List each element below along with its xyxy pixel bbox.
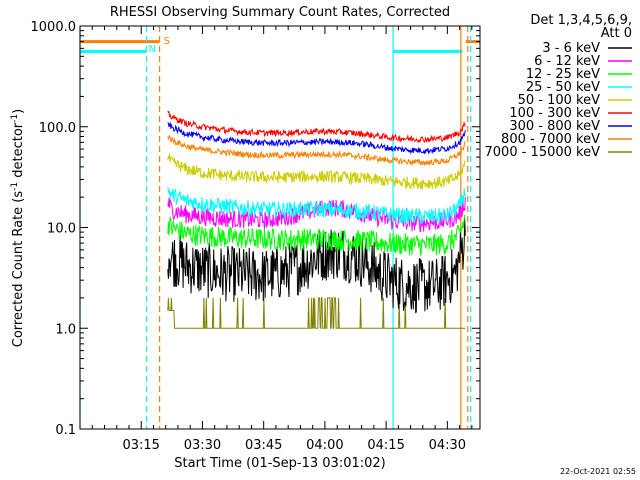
legend-label-7: 800 - 7000 keV: [501, 132, 600, 147]
series-line-3: [167, 186, 466, 225]
x-tick-label-5: 04:30: [429, 438, 466, 453]
x-tick-label-2: 03:45: [245, 438, 282, 453]
series-line-6: [167, 121, 466, 155]
legend-label-6: 300 - 800 keV: [509, 119, 600, 134]
y-axis-title-part3: ): [11, 109, 26, 114]
y-tick-label-4: 1000.0: [31, 20, 77, 35]
y-tick-label-2: 10.0: [47, 222, 76, 237]
y-tick-label-3: 100.0: [39, 121, 76, 136]
x-tick-label-0: 03:15: [122, 438, 159, 453]
annotation-s: S: [164, 36, 170, 47]
legend-label-3: 25 - 50 keV: [526, 80, 600, 95]
plot-content: SN: [79, 26, 480, 429]
series-line-8: [167, 297, 466, 329]
series-line-2: [167, 214, 466, 256]
series-line-4: [167, 153, 466, 190]
x-axis-title: Start Time (01-Sep-13 03:01:02): [174, 456, 385, 471]
y-axis-title-sup1: -1: [10, 182, 20, 191]
legend-label-2: 12 - 25 keV: [526, 67, 600, 82]
legend-header-2: Att 0: [601, 26, 632, 41]
series-line-1: [167, 197, 466, 233]
x-tick-label-1: 03:30: [184, 438, 221, 453]
legend-label-0: 3 - 6 keV: [542, 41, 600, 56]
y-axis-title: Corrected Count Rate (s-1 detector-1): [10, 109, 26, 347]
y-tick-label-1: 1.0: [55, 322, 76, 337]
y-axis-title-sup2: -1: [10, 114, 20, 123]
chart-title: RHESSI Observing Summary Count Rates, Co…: [110, 5, 450, 20]
series-line-7: [167, 134, 466, 167]
y-tick-label-0: 0.1: [55, 423, 76, 438]
legend-label-1: 6 - 12 keV: [534, 54, 600, 69]
x-tick-label-4: 04:15: [367, 438, 404, 453]
y-axis-title-part2: detector: [11, 122, 26, 182]
x-axis-ticks: 03:15 03:30 03:45 04:00 04:15 04:30: [91, 26, 473, 453]
legend-header-1: Det 1,3,4,5,6,9,: [530, 13, 632, 28]
series-line-5: [167, 110, 466, 144]
annotation-n: N: [149, 44, 156, 55]
timestamp: 22-Oct-2021 02:55: [560, 467, 636, 476]
legend-label-4: 50 - 100 keV: [518, 93, 601, 108]
series-line-0: [167, 218, 466, 314]
legend-label-8: 7000 - 15000 keV: [485, 145, 601, 160]
y-axis-ticks: 0.1 1.0 10.0 100.0 1000.0: [31, 20, 480, 438]
legend-label-5: 100 - 300 keV: [509, 106, 600, 121]
y-axis-title-part1: Corrected Count Rate (s: [11, 191, 26, 348]
x-tick-label-3: 04:00: [306, 438, 343, 453]
